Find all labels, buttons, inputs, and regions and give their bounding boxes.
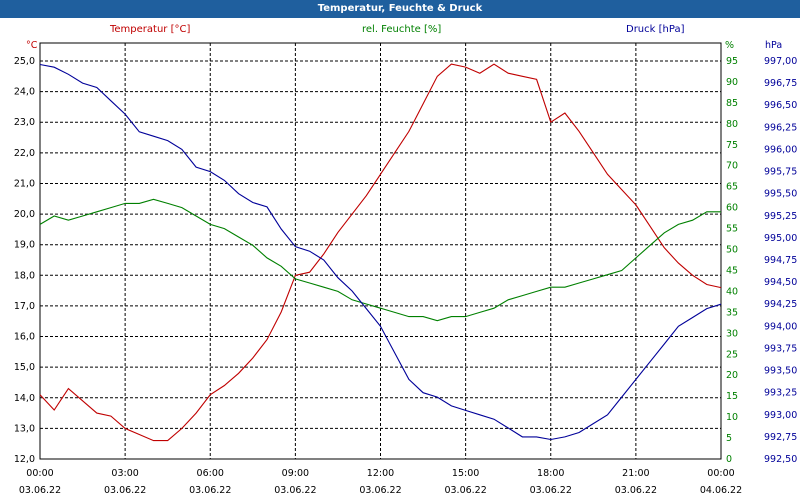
- temp-tick-label: 15,0: [14, 362, 35, 373]
- series-line-temp: [39, 63, 722, 442]
- pressure-tick-label: 993,25: [764, 388, 797, 399]
- humidity-tick-label: 35: [726, 307, 738, 318]
- temp-tick-label: 25,0: [14, 56, 35, 67]
- pressure-tick-label: 996,75: [764, 78, 797, 89]
- humidity-tick-label: 10: [726, 412, 738, 423]
- legend-humidity: rel. Feuchte [%]: [362, 24, 442, 35]
- temp-tick-label: 20,0: [14, 209, 35, 220]
- humidity-tick-label: 75: [726, 140, 738, 151]
- temp-tick-label: 21,0: [14, 178, 35, 189]
- series-line-pressure: [39, 63, 722, 441]
- pressure-tick-label: 994,25: [764, 299, 797, 310]
- x-tick-date: 04.06.22: [700, 485, 742, 496]
- pressure-tick-label: 995,50: [764, 189, 797, 200]
- humidity-tick-label: 80: [726, 119, 738, 130]
- temp-tick-label: 23,0: [14, 117, 35, 128]
- x-tick-time: 15:00: [452, 468, 479, 479]
- series-line-humidity: [39, 198, 721, 322]
- humidity-tick-label: 30: [726, 328, 738, 339]
- x-tick-time: 18:00: [537, 468, 564, 479]
- humidity-tick-label: 90: [726, 77, 738, 88]
- pressure-tick-label: 995,00: [764, 233, 797, 244]
- humidity-tick-label: 50: [726, 245, 738, 256]
- humidity-unit-label: %: [725, 40, 734, 51]
- x-tick-date: 03.06.22: [359, 485, 401, 496]
- x-tick-time: 21:00: [622, 468, 649, 479]
- humidity-tick-label: 60: [726, 203, 738, 214]
- pressure-tick-label: 996,50: [764, 100, 797, 111]
- pressure-tick-label: 996,25: [764, 122, 797, 133]
- chart-title: Temperatur, Feuchte & Druck: [0, 0, 800, 18]
- temp-unit-label: °C: [26, 40, 38, 51]
- pressure-tick-label: 993,50: [764, 366, 797, 377]
- humidity-tick-label: 5: [726, 433, 732, 444]
- pressure-tick-label: 992,75: [764, 432, 797, 443]
- pressure-tick-label: 996,00: [764, 144, 797, 155]
- x-tick-date: 03.06.22: [615, 485, 657, 496]
- pressure-tick-label: 992,50: [764, 454, 797, 465]
- pressure-tick-label: 995,25: [764, 211, 797, 222]
- x-tick-time: 12:00: [367, 468, 394, 479]
- pressure-tick-label: 997,00: [764, 56, 797, 67]
- x-tick-time: 09:00: [282, 468, 309, 479]
- x-tick-date: 03.06.22: [530, 485, 572, 496]
- humidity-tick-label: 0: [726, 454, 732, 465]
- temp-tick-label: 14,0: [14, 393, 35, 404]
- temp-tick-label: 19,0: [14, 240, 35, 251]
- pressure-tick-label: 994,50: [764, 277, 797, 288]
- temp-tick-label: 22,0: [14, 148, 35, 159]
- humidity-tick-label: 40: [726, 286, 738, 297]
- legend-temperature: Temperatur [°C]: [110, 24, 191, 35]
- humidity-tick-label: 45: [726, 265, 738, 276]
- humidity-tick-label: 65: [726, 182, 738, 193]
- x-tick-date: 03.06.22: [444, 485, 486, 496]
- pressure-tick-label: 993,75: [764, 343, 797, 354]
- humidity-tick-label: 20: [726, 370, 738, 381]
- pressure-tick-label: 993,00: [764, 410, 797, 421]
- humidity-tick-label: 95: [726, 56, 738, 67]
- humidity-tick-label: 25: [726, 349, 738, 360]
- x-tick-date: 03.06.22: [19, 485, 61, 496]
- pressure-tick-label: 994,75: [764, 255, 797, 266]
- pressure-unit-label: hPa: [765, 40, 782, 51]
- x-tick-date: 03.06.22: [104, 485, 146, 496]
- x-tick-date: 03.06.22: [189, 485, 231, 496]
- temp-tick-label: 24,0: [14, 87, 35, 98]
- x-tick-time: 00:00: [26, 468, 53, 479]
- humidity-tick-label: 55: [726, 224, 738, 235]
- pressure-tick-label: 994,00: [764, 321, 797, 332]
- x-tick-time: 00:00: [707, 468, 734, 479]
- legend-pressure: Druck [hPa]: [626, 24, 685, 35]
- x-tick-time: 03:00: [111, 468, 138, 479]
- temp-tick-label: 17,0: [14, 301, 35, 312]
- temp-tick-label: 13,0: [14, 423, 35, 434]
- x-tick-time: 06:00: [197, 468, 224, 479]
- humidity-tick-label: 85: [726, 98, 738, 109]
- x-tick-date: 03.06.22: [274, 485, 316, 496]
- temp-tick-label: 12,0: [14, 454, 35, 465]
- humidity-tick-label: 70: [726, 161, 738, 172]
- humidity-tick-label: 15: [726, 391, 738, 402]
- pressure-tick-label: 995,75: [764, 167, 797, 178]
- temp-tick-label: 18,0: [14, 270, 35, 281]
- temp-tick-label: 16,0: [14, 332, 35, 343]
